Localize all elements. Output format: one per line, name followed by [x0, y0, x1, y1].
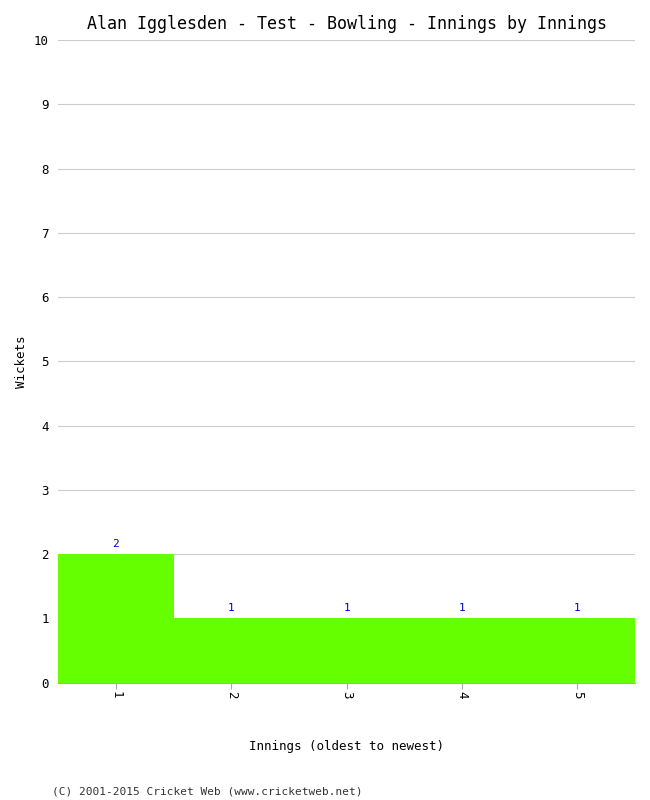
Title: Alan Igglesden - Test - Bowling - Innings by Innings: Alan Igglesden - Test - Bowling - Inning… — [86, 15, 606, 33]
Bar — [58, 554, 174, 682]
Text: 1: 1 — [343, 603, 350, 613]
Bar — [289, 618, 404, 682]
Text: 1: 1 — [459, 603, 465, 613]
Bar — [404, 618, 519, 682]
Y-axis label: Wickets: Wickets — [15, 335, 28, 387]
Bar — [519, 618, 635, 682]
Text: 1: 1 — [228, 603, 235, 613]
Text: 1: 1 — [574, 603, 580, 613]
Text: (C) 2001-2015 Cricket Web (www.cricketweb.net): (C) 2001-2015 Cricket Web (www.cricketwe… — [52, 786, 363, 796]
Text: 2: 2 — [112, 539, 120, 549]
X-axis label: Innings (oldest to newest): Innings (oldest to newest) — [249, 740, 444, 753]
Bar — [174, 618, 289, 682]
